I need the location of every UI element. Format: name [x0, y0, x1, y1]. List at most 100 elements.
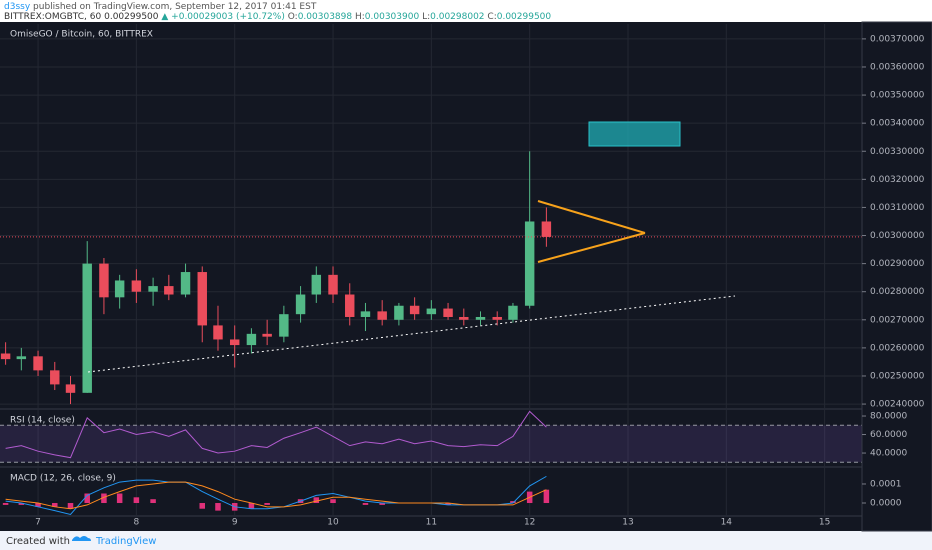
macd-histogram-bar [215, 503, 221, 511]
candle-body [360, 311, 371, 317]
candle-body [345, 294, 355, 317]
macd-histogram-bar [35, 503, 41, 507]
macd-line [5, 475, 547, 515]
macd-histogram-bar [101, 493, 107, 504]
ohlc-label: O: [288, 12, 298, 22]
author: d3ssy [4, 2, 31, 12]
change: ▲ +0.00029003 (+10.72%) [161, 12, 284, 22]
candle-body [246, 333, 257, 346]
published: published on TradingView.com, September … [33, 2, 317, 12]
y-tick-label: 0.00310000 [870, 203, 925, 213]
candle-body [377, 311, 387, 320]
candle-body [229, 339, 240, 346]
footer-logo [72, 536, 91, 541]
y-tick-label: 0.00280000 [870, 287, 925, 297]
candle-body [524, 221, 535, 306]
candle-body [99, 263, 109, 298]
ohlc-label: C: [487, 12, 496, 22]
y-tick-label: 0.00290000 [870, 259, 925, 269]
candle-body [213, 325, 223, 340]
macd-histogram-bar [84, 493, 90, 504]
y-tick-label: 0.00240000 [870, 400, 925, 410]
macd-histogram-bar [133, 497, 140, 504]
y-tick-label: 0.00320000 [870, 175, 925, 185]
y-tick-label: 0.00260000 [870, 343, 925, 353]
symbol: BITTREX:OMGBTC, 60 [4, 12, 102, 22]
macd-histogram-bar [330, 499, 336, 504]
macd-histogram-bar [116, 493, 123, 504]
ohlc-value: 0.00298002 [430, 12, 484, 22]
y-tick-label: 0.00350000 [870, 91, 925, 101]
y-tick-label: 60.0000 [870, 430, 907, 440]
y-tick-label: 0.00330000 [870, 147, 925, 157]
footer-brand[interactable]: TradingView [95, 536, 156, 547]
footer-created: Created with [6, 536, 70, 547]
marks-layer [0, 151, 862, 515]
x-tick-label: 14 [721, 518, 733, 528]
macd-histogram-bar [543, 489, 550, 504]
candle-body [262, 333, 272, 337]
y-tick-label: 0.00340000 [870, 119, 925, 129]
macd-histogram-bar [313, 497, 320, 504]
macd-histogram-bar [362, 503, 369, 505]
target-box [588, 121, 681, 147]
y-tick-label: 40.0000 [870, 449, 907, 459]
candle-body [279, 314, 289, 337]
candle-body [148, 286, 158, 292]
macd-histogram-bar [67, 503, 74, 509]
macd-histogram-bar [445, 503, 451, 505]
macd-histogram-bar [52, 503, 58, 507]
ohlc-label: H: [355, 12, 365, 22]
x-tick-label: 8 [134, 518, 140, 528]
publish-line: d3ssy published on TradingView.com, Sept… [4, 2, 317, 12]
triangle-upper [537, 200, 646, 234]
candle-body [508, 305, 518, 320]
y-tick-label: 80.0000 [870, 412, 907, 422]
drawings [87, 121, 736, 373]
y-tick-label: 0.00270000 [870, 315, 925, 325]
candle-body [114, 280, 125, 298]
x-tick-label: 12 [524, 518, 535, 528]
x-tick-label: 9 [232, 518, 238, 528]
macd-histogram-bar [510, 501, 516, 504]
y-tick-label: 0.00250000 [870, 371, 925, 381]
candle-body [65, 384, 76, 393]
pane-title: RSI (14, close) [10, 416, 75, 426]
candle-body [82, 263, 92, 393]
ohlc-value: 0.00303900 [365, 12, 420, 22]
candle-body [311, 274, 322, 295]
trendline [87, 295, 736, 373]
candle-body [394, 305, 404, 320]
y-tick-label: 0.00370000 [870, 34, 925, 44]
x-tick-label: 11 [426, 518, 437, 528]
candle-body [443, 308, 453, 317]
macd-histogram-bar [248, 503, 255, 509]
candle-body [50, 370, 60, 385]
axis-layer: 7 8 9 10 11 12 13 14 15 0.00240000 0.00250000 0.002… [10, 21, 932, 532]
grid-layer [0, 24, 862, 517]
ohlc-value: 0.00303898 [298, 12, 353, 22]
macd-histogram-bar [2, 503, 9, 505]
x-tick-label: 10 [327, 518, 339, 528]
pane-title: OmiseGO / Bitcoin, 60, BITTREX [10, 30, 153, 40]
pane-title: MACD (12, 26, close, 9) [10, 474, 116, 484]
candle-body [164, 286, 174, 295]
candle-body [541, 221, 552, 237]
y-tick-label: 0.0000 [870, 499, 902, 509]
candle-body [459, 316, 469, 320]
macd-histogram-bar [199, 503, 206, 509]
candle-body [0, 353, 11, 360]
ohlc-value: 0.00299500 [497, 12, 552, 22]
x-tick-label: 15 [819, 518, 830, 528]
macd-line [5, 481, 547, 510]
ohlc-label: L: [422, 12, 430, 22]
macd-histogram-bar [379, 503, 385, 505]
macd-histogram-bar [264, 503, 270, 505]
candle-body [328, 274, 338, 295]
y-tick-label: 0.0001 [870, 479, 902, 489]
candle-body [409, 305, 420, 315]
candle-body [295, 294, 306, 315]
macd-histogram-bar [18, 503, 25, 505]
